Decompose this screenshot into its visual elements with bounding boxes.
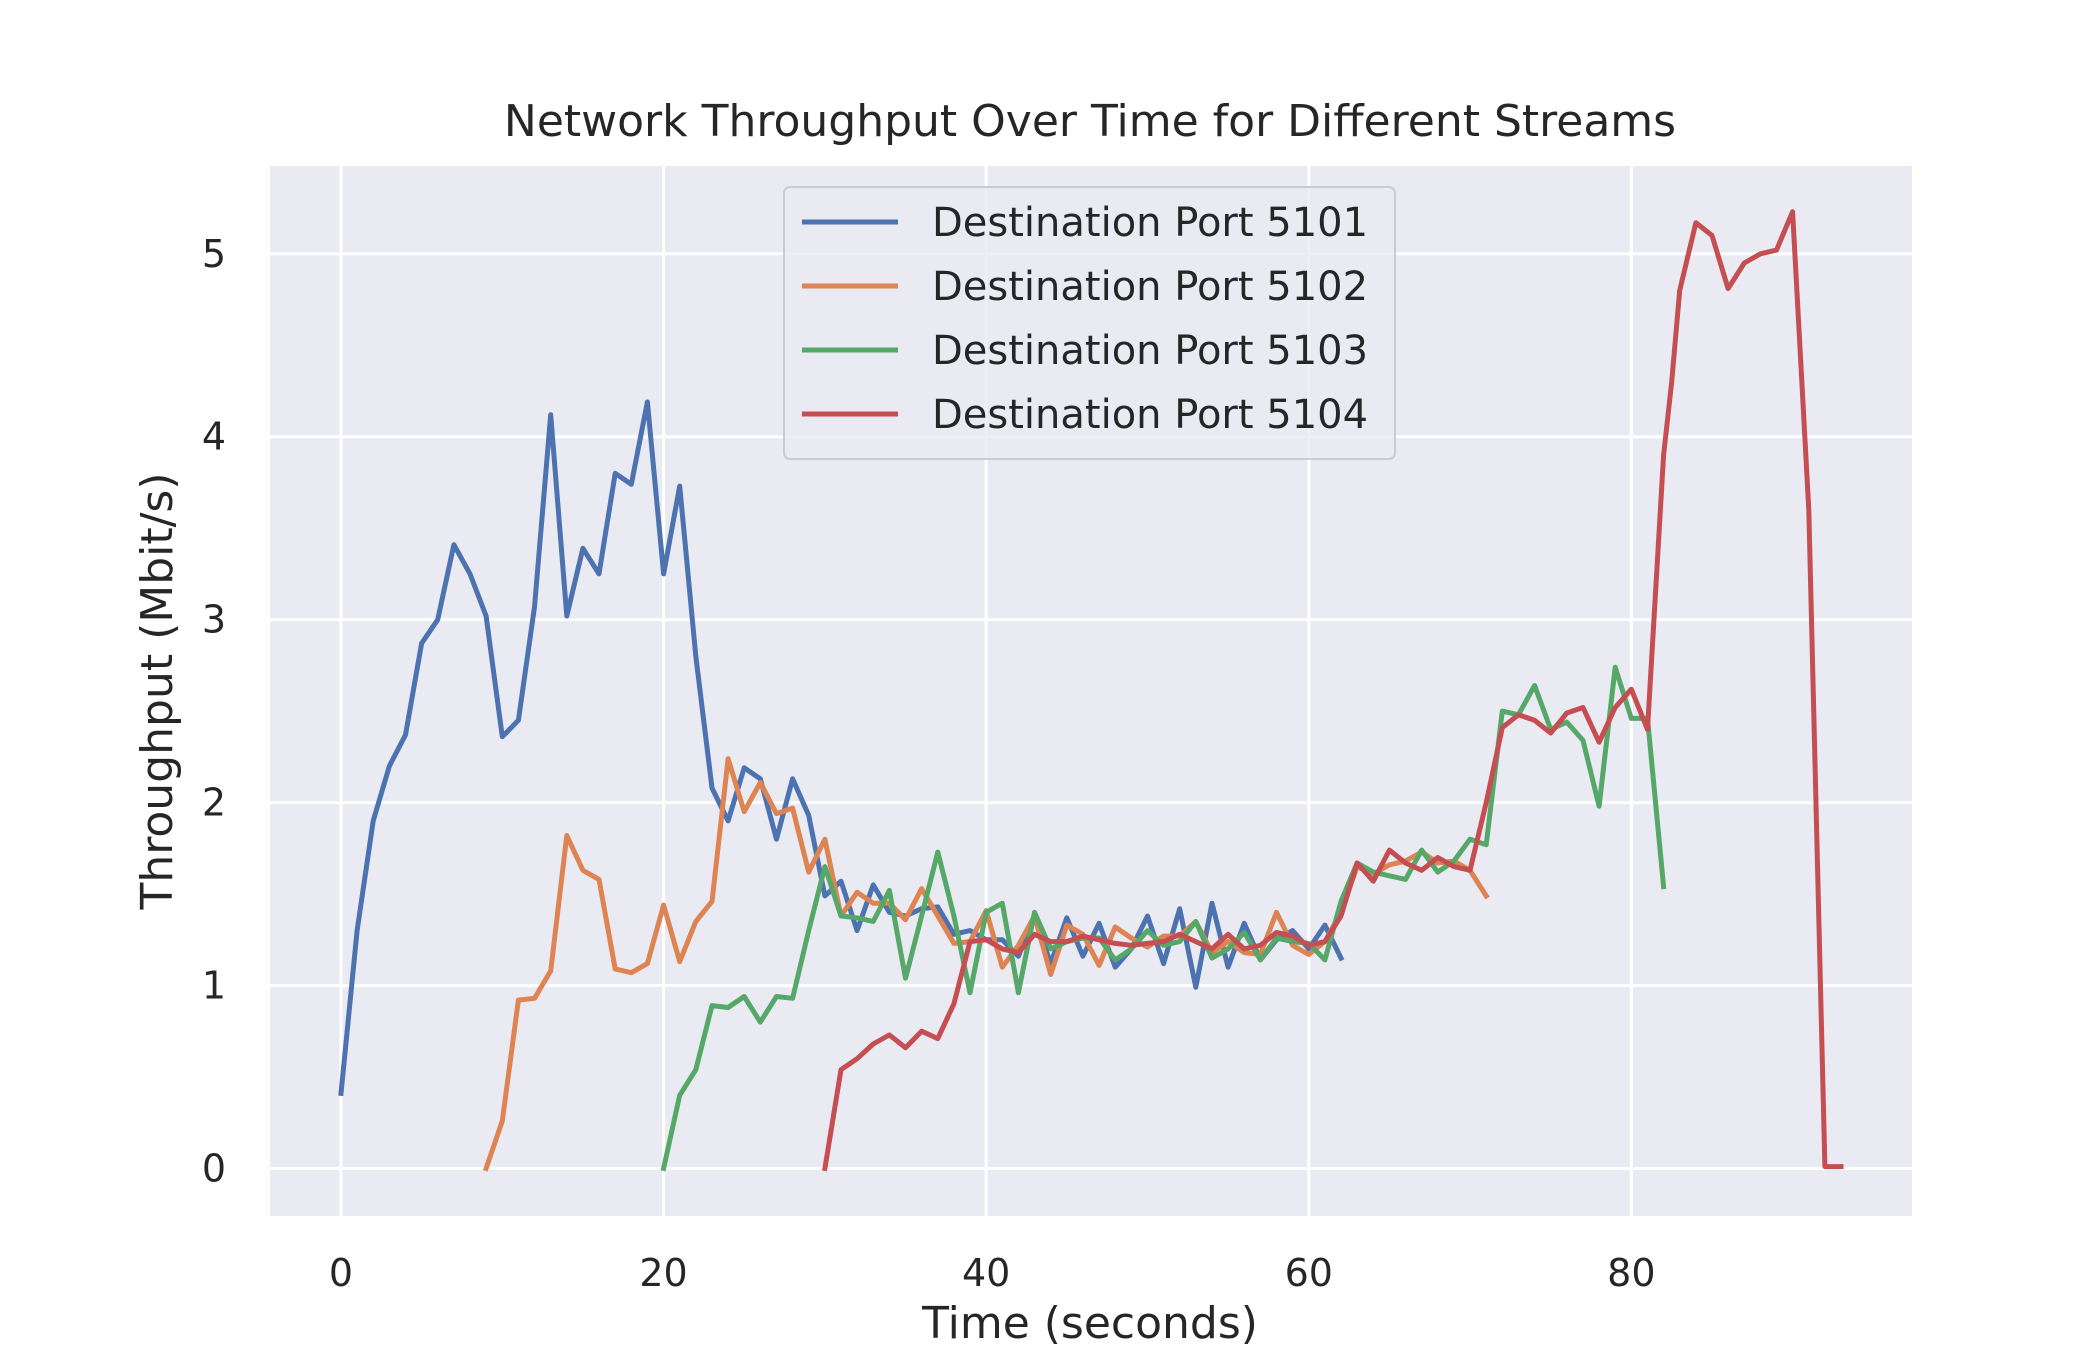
legend-label-1: Destination Port 5101 (932, 200, 1368, 246)
tick-labels: 0 20 40 60 80 0 1 2 3 4 5 (202, 232, 1656, 1295)
legend-box (783, 186, 1396, 460)
y-tick-label: 2 (202, 781, 226, 825)
y-tick-label: 3 (202, 598, 226, 642)
y-tick-label: 1 (202, 964, 226, 1008)
x-tick-label: 0 (329, 1251, 353, 1295)
series-line-4 (822, 209, 1844, 1172)
y-axis-label: Throughput (Mbit/s) (132, 472, 183, 910)
x-tick-label: 60 (1285, 1251, 1333, 1295)
y-tick-label: 4 (202, 415, 226, 459)
series-lines (338, 209, 1844, 1172)
legend-items: Destination Port 5101 Destination Port 51… (802, 200, 1368, 438)
x-tick-label: 40 (962, 1251, 1010, 1295)
legend: Destination Port 5101 Destination Port 51… (783, 186, 1396, 460)
x-tick-label: 20 (639, 1251, 687, 1295)
y-tick-label: 5 (202, 232, 226, 276)
x-axis-label: Time (seconds) (921, 1298, 1258, 1349)
legend-label-2: Destination Port 5102 (932, 264, 1368, 310)
series-line-1 (338, 399, 1345, 1097)
x-tick-label: 80 (1607, 1251, 1655, 1295)
chart-title: Network Throughput Over Time for Differe… (504, 96, 1676, 147)
legend-label-4: Destination Port 5104 (932, 392, 1368, 438)
legend-label-3: Destination Port 5103 (932, 328, 1368, 374)
y-tick-label: 0 (202, 1146, 226, 1190)
